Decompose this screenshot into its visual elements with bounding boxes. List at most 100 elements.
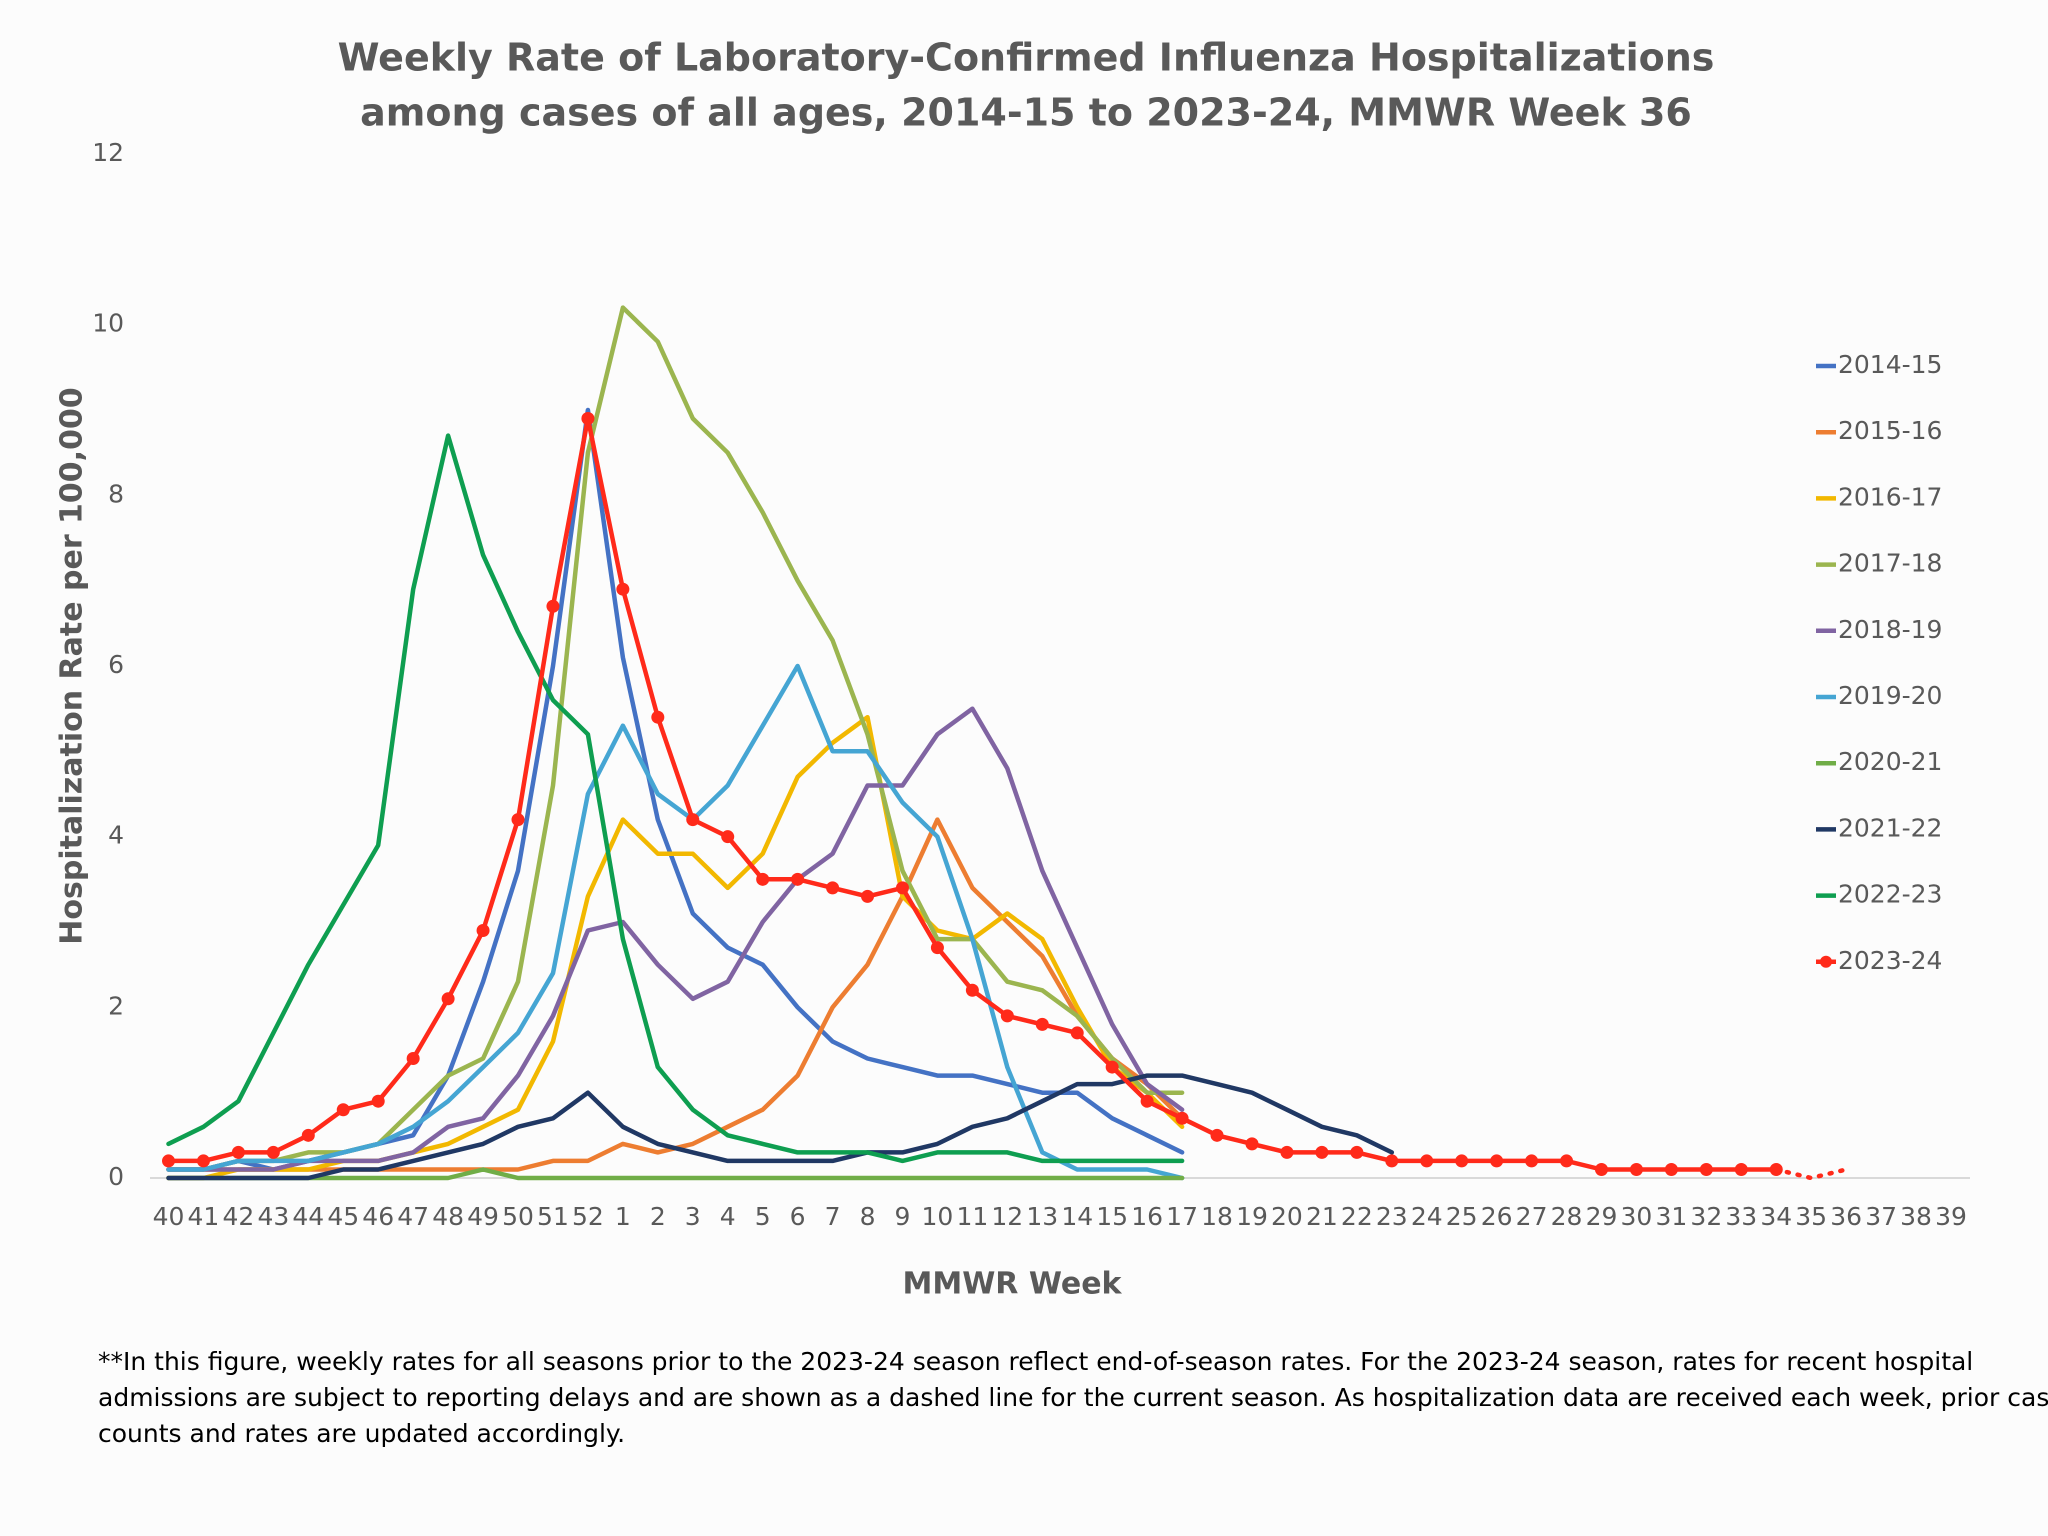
data-point (1105, 1060, 1119, 1074)
data-point (266, 1145, 280, 1159)
x-tick-label: 32 (1690, 1202, 1722, 1231)
x-tick-label: 46 (362, 1202, 394, 1231)
data-point (1385, 1154, 1399, 1168)
x-tick-label: 7 (825, 1202, 841, 1231)
legend-label: 2014-15 (1838, 350, 1942, 379)
x-tick-label: 20 (1271, 1202, 1303, 1231)
data-point (965, 983, 979, 997)
data-point (1140, 1094, 1154, 1108)
y-tick-label: 0 (108, 1162, 124, 1191)
chart-title: among cases of all ages, 2014-15 to 2023… (360, 91, 1692, 135)
x-tick-label: 34 (1760, 1202, 1792, 1231)
x-tick-label: 21 (1306, 1202, 1338, 1231)
x-tick-label: 40 (153, 1202, 185, 1231)
x-tick-label: 28 (1551, 1202, 1583, 1231)
x-tick-label: 9 (895, 1202, 911, 1231)
series-line (166, 663, 1185, 1181)
data-point (791, 872, 805, 886)
x-tick-label: 51 (537, 1202, 569, 1231)
x-tick-label: 50 (502, 1202, 534, 1231)
x-tick-label: 17 (1166, 1202, 1198, 1231)
data-point (196, 1154, 210, 1168)
data-point (1035, 1017, 1049, 1031)
legend-label: 2017-18 (1838, 549, 1942, 578)
x-tick-label: 12 (991, 1202, 1023, 1231)
x-tick-label: 36 (1830, 1202, 1862, 1231)
x-tick-label: 38 (1900, 1202, 1932, 1231)
x-tick-label: 24 (1411, 1202, 1443, 1231)
data-point (1245, 1137, 1259, 1151)
data-point (1629, 1162, 1643, 1176)
data-point (1734, 1162, 1748, 1176)
data-point (1594, 1162, 1608, 1176)
x-tick-label: 18 (1201, 1202, 1233, 1231)
data-point (511, 813, 525, 827)
data-point (1175, 1111, 1189, 1125)
data-point (826, 881, 840, 895)
x-tick-label: 31 (1655, 1202, 1687, 1231)
legend-label: 2019-20 (1838, 681, 1942, 710)
x-tick-label: 14 (1061, 1202, 1093, 1231)
data-point (1420, 1154, 1434, 1168)
data-point (1070, 1026, 1084, 1040)
x-tick-label: 49 (467, 1202, 499, 1231)
x-tick-label: 2 (650, 1202, 666, 1231)
x-tick-label: 15 (1096, 1202, 1128, 1231)
x-tick-label: 48 (432, 1202, 464, 1231)
y-tick-label: 2 (108, 991, 124, 1020)
data-point (1280, 1145, 1294, 1159)
data-point (895, 881, 909, 895)
data-point (686, 813, 700, 827)
data-point (406, 1052, 420, 1066)
x-tick-label: 47 (397, 1202, 429, 1231)
series-line (1773, 1167, 1849, 1181)
series-line (166, 433, 1185, 1164)
data-point (162, 1154, 175, 1168)
x-tick-label: 29 (1586, 1202, 1618, 1231)
series-line (166, 1073, 1395, 1181)
data-point (441, 992, 455, 1006)
x-tick-label: 52 (572, 1202, 604, 1231)
data-point (1560, 1154, 1574, 1168)
legend-label: 2023-24 (1838, 946, 1942, 975)
data-point (301, 1128, 315, 1142)
x-tick-label: 22 (1341, 1202, 1373, 1231)
data-point (476, 924, 490, 938)
data-point (1699, 1162, 1713, 1176)
data-point (371, 1094, 385, 1108)
legend-marker (1820, 955, 1832, 968)
data-point (546, 599, 560, 613)
data-point (930, 941, 944, 955)
x-tick-label: 30 (1621, 1202, 1653, 1231)
y-tick-label: 12 (92, 138, 124, 167)
x-tick-label: 5 (755, 1202, 771, 1231)
data-point (581, 412, 595, 426)
x-tick-label: 33 (1725, 1202, 1757, 1231)
y-tick-label: 6 (108, 650, 124, 679)
x-tick-label: 23 (1376, 1202, 1408, 1231)
data-point (1315, 1145, 1329, 1159)
data-point (651, 710, 665, 724)
chart-title: Weekly Rate of Laboratory-Confirmed Infl… (338, 36, 1715, 80)
x-tick-label: 42 (222, 1202, 254, 1231)
x-tick-label: 3 (685, 1202, 701, 1231)
data-point (1350, 1145, 1364, 1159)
x-tick-label: 27 (1516, 1202, 1548, 1231)
x-tick-label: 11 (956, 1202, 988, 1231)
data-point (336, 1103, 350, 1117)
footnote: admissions are subject to reporting dela… (98, 1383, 2048, 1412)
x-tick-label: 13 (1026, 1202, 1058, 1231)
legend-label: 2022-23 (1838, 880, 1942, 909)
x-tick-label: 16 (1131, 1202, 1163, 1231)
x-tick-label: 4 (720, 1202, 736, 1231)
x-tick-label: 1 (615, 1202, 631, 1231)
data-point (1000, 1009, 1014, 1023)
x-tick-label: 25 (1446, 1202, 1478, 1231)
data-point (616, 582, 630, 596)
x-tick-label: 45 (327, 1202, 359, 1231)
x-tick-label: 6 (790, 1202, 806, 1231)
x-tick-label: 35 (1795, 1202, 1827, 1231)
footnote: **In this figure, weekly rates for all s… (98, 1347, 1973, 1376)
